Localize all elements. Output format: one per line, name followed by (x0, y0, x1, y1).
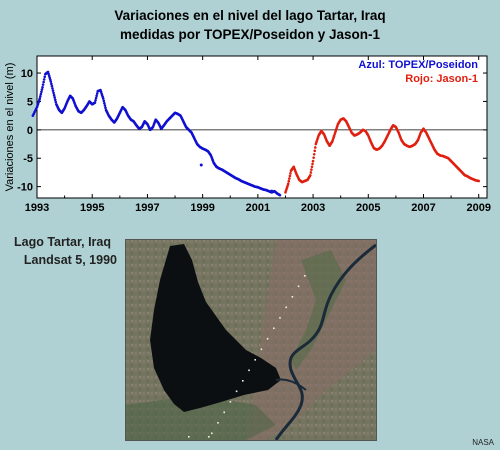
topex-point (39, 95, 42, 98)
track-dot (279, 317, 281, 319)
plot-area (36, 55, 488, 199)
legend-topex: Azul: TOPEX/Poseidon (358, 59, 478, 71)
topex-point (103, 101, 106, 105)
topex-point (52, 91, 55, 95)
jason-point (311, 162, 314, 166)
track-dot (217, 422, 219, 424)
topex-point (42, 78, 46, 81)
topex-point (40, 88, 44, 91)
photo-caption-title: Lago Tartar, Iraq (13, 235, 111, 249)
jason-point (288, 177, 291, 180)
topex-point (49, 80, 53, 83)
jason-point (289, 172, 292, 175)
topex-point (43, 75, 47, 79)
track-dot (248, 369, 250, 372)
track-dot (273, 327, 275, 330)
track-dot (297, 285, 300, 288)
track-dot (211, 432, 213, 435)
topex-point (41, 83, 45, 86)
satellite-ground-track (188, 275, 306, 438)
jason-point (309, 171, 313, 174)
topex-point (278, 193, 282, 197)
landsat-image (125, 239, 377, 441)
y-tick-label: 10 (21, 68, 33, 80)
x-tick-label: 1997 (135, 202, 159, 214)
track-dot (291, 296, 294, 298)
topex-point (51, 89, 55, 92)
topex-point (41, 85, 44, 89)
canal (275, 378, 307, 391)
jason-point (312, 156, 315, 159)
y-tick-label: -10 (17, 182, 33, 194)
jason-point (287, 179, 291, 183)
jason-point (477, 179, 481, 183)
track-dot (304, 275, 306, 277)
y-axis-label: Variaciones en el nivel (m) (4, 63, 16, 192)
topex-point (95, 94, 98, 98)
y-tick-label: 0 (27, 125, 33, 137)
jason-point (310, 168, 313, 171)
photo-caption-source: Landsat 5, 1990 (23, 253, 117, 267)
track-dot (223, 411, 225, 414)
legend-jason: Rojo: Jason-1 (405, 73, 478, 85)
x-tick-label: 2009 (466, 202, 490, 214)
topex-point (42, 80, 45, 84)
y-tick-label: 5 (27, 96, 33, 108)
jason-point (310, 165, 314, 169)
jason-point (313, 146, 317, 149)
track-dot (266, 338, 269, 340)
topex-point (101, 97, 105, 100)
topex-point (51, 87, 54, 90)
tigris-river (274, 243, 376, 440)
topex-point (52, 93, 56, 97)
landsat-panel: Lago Tartar, Iraq Landsat 5, 1990 NASA (0, 220, 500, 450)
track-dot (229, 401, 232, 403)
y-tick-label: -5 (23, 153, 33, 165)
chart-title-line-2: medidas por TOPEX/Poseidon y Jason-1 (119, 27, 381, 42)
topex-point (40, 90, 43, 94)
topex-point (50, 82, 53, 86)
x-tick-label: 1995 (80, 202, 104, 214)
track-dot (208, 436, 210, 438)
topex-point (94, 99, 97, 102)
topex-point (50, 84, 54, 88)
topex-point (53, 96, 56, 99)
green-vegetation (291, 250, 346, 370)
jason-point (313, 149, 317, 153)
x-tick-label: 2001 (246, 202, 270, 214)
track-dot (242, 380, 244, 382)
landsat-satellite-image (126, 240, 376, 440)
jason-point (288, 174, 292, 178)
topex-point (102, 99, 106, 103)
x-tick-label: 2003 (301, 202, 325, 214)
credit-label: NASA (472, 438, 494, 447)
outlier-point (199, 163, 203, 167)
topex-point (93, 101, 97, 104)
jason-point (286, 182, 290, 186)
track-dot (188, 436, 190, 438)
topex-point (103, 104, 107, 107)
topex-point (39, 92, 43, 96)
jason-point (312, 152, 316, 156)
track-dot (285, 306, 287, 309)
lake-level-chart: 10 5 0 -5 -10 1993 1995 1997 1999 2001 2003 2005 200… (4, 55, 491, 214)
jason-point (311, 159, 315, 163)
outlier-point (270, 189, 274, 193)
topex-point (94, 96, 98, 100)
x-tick-label: 2005 (356, 202, 380, 214)
x-tick-label: 1999 (190, 202, 214, 214)
chart-title-line-1: Variaciones en el nivel del lago Tartar,… (114, 8, 386, 23)
topex-point (38, 97, 42, 100)
topex-point (53, 98, 57, 102)
x-tick-label: 2007 (411, 202, 435, 214)
topex-point (54, 100, 58, 104)
green-vegetation-south (126, 395, 276, 440)
track-dot (254, 359, 256, 361)
topex-point (104, 106, 107, 109)
topex-point (95, 92, 99, 95)
track-dot (260, 348, 263, 351)
jason-point (309, 173, 312, 177)
track-dot (235, 390, 238, 393)
x-tick-label: 1993 (25, 202, 49, 214)
